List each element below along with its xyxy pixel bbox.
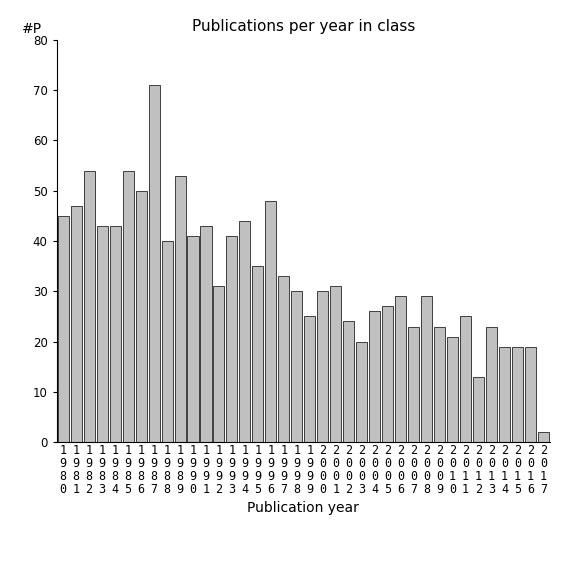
Bar	[71, 206, 82, 442]
Bar	[252, 266, 264, 442]
Bar	[408, 327, 419, 442]
Bar	[122, 171, 134, 442]
Bar	[525, 346, 536, 442]
Bar	[343, 321, 354, 442]
X-axis label: Publication year: Publication year	[247, 501, 359, 515]
Bar	[162, 241, 172, 442]
Bar	[175, 176, 185, 442]
Text: #P: #P	[22, 22, 43, 36]
Bar	[447, 337, 458, 442]
Bar	[96, 226, 108, 442]
Bar	[460, 316, 471, 442]
Bar	[512, 346, 523, 442]
Bar	[291, 291, 302, 442]
Title: Publications per year in class: Publications per year in class	[192, 19, 415, 35]
Bar	[331, 286, 341, 442]
Bar	[149, 85, 159, 442]
Bar	[369, 311, 380, 442]
Bar	[84, 171, 95, 442]
Bar	[486, 327, 497, 442]
Bar	[318, 291, 328, 442]
Bar	[473, 377, 484, 442]
Bar	[58, 216, 69, 442]
Bar	[109, 226, 121, 442]
Bar	[356, 341, 367, 442]
Bar	[421, 297, 432, 442]
Bar	[499, 346, 510, 442]
Bar	[278, 276, 289, 442]
Bar	[265, 201, 276, 442]
Bar	[188, 236, 198, 442]
Bar	[304, 316, 315, 442]
Bar	[538, 432, 549, 442]
Bar	[201, 226, 211, 442]
Bar	[213, 286, 225, 442]
Bar	[395, 297, 406, 442]
Bar	[382, 306, 393, 442]
Bar	[434, 327, 445, 442]
Bar	[226, 236, 238, 442]
Bar	[239, 221, 251, 442]
Bar	[136, 191, 147, 442]
